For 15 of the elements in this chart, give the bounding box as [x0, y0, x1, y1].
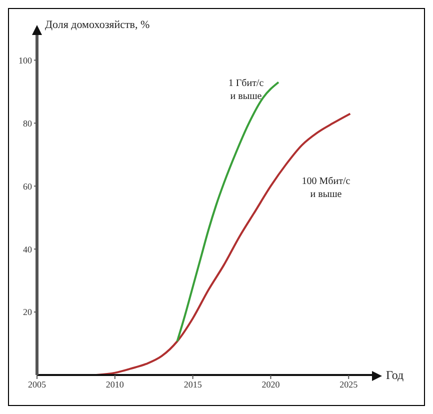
y-tick-label: 40 [23, 244, 32, 254]
y-tick-label: 80 [23, 118, 32, 128]
x-tick-label: 2025 [340, 379, 358, 390]
x-tick-label: 2020 [262, 379, 280, 390]
y-axis-title: Доля домохозяйств, % [45, 19, 150, 31]
x-tick-label: 2015 [184, 379, 202, 390]
x-axis-title: Год [386, 368, 404, 383]
x-tick-label: 2005 [28, 379, 46, 390]
annotation: 100 Мбит/с и выше [300, 175, 352, 201]
y-tick-label: 20 [23, 307, 32, 318]
y-tick-label: 100 [18, 55, 32, 66]
x-tick-label: 2010 [106, 379, 124, 390]
annotation: 1 Гбит/с и выше [227, 77, 265, 103]
line-series [176, 81, 280, 342]
y-tick-label: 60 [23, 181, 32, 192]
